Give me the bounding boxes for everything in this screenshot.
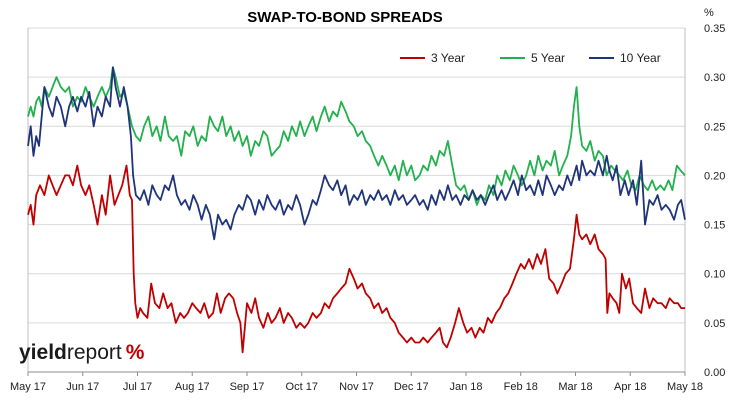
x-tick-label: Jan 18 — [449, 381, 482, 393]
x-tick-label: Mar 18 — [558, 381, 592, 393]
y-axis: 0.00 0.05 0.10 0.15 0.20 0.25 0.30 0.35 — [704, 23, 725, 379]
logo-text-report: report — [67, 341, 122, 364]
series-line-3-year — [27, 164, 685, 354]
y-tick-label: 0.25 — [704, 121, 725, 133]
svg-text:yieldreport%: yieldreport% — [19, 341, 145, 364]
y-tick-label: 0.35 — [704, 23, 725, 35]
x-tick-label: Oct 17 — [286, 381, 318, 393]
x-tick-label: Feb 18 — [504, 381, 538, 393]
y-tick-label: 0.30 — [704, 72, 725, 84]
legend-label: 5 Year — [531, 51, 565, 65]
y-tick-label: 0.20 — [704, 170, 725, 182]
x-tick-label: Dec 17 — [394, 381, 429, 393]
logo-text-yield: yield — [19, 341, 67, 364]
series-line-5-year — [27, 66, 686, 206]
y-tick-label: 0.00 — [704, 367, 725, 379]
legend: 3 Year 5 Year 10 Year — [400, 51, 661, 65]
x-tick-label: May 17 — [10, 381, 46, 393]
x-tick-label: Sep 17 — [230, 381, 265, 393]
x-tick-label: Nov 17 — [339, 381, 374, 393]
series-lines — [27, 66, 686, 354]
x-tick-label: Jun 17 — [66, 381, 99, 393]
legend-label: 3 Year — [431, 51, 465, 65]
legend-label: 10 Year — [620, 51, 661, 65]
y-tick-label: 0.10 — [704, 269, 725, 281]
y-tick-label: 0.05 — [704, 318, 725, 330]
yieldreport-logo: yieldreport% — [19, 341, 145, 364]
chart-title: SWAP-TO-BOND SPREADS — [247, 9, 443, 26]
x-tick-label: Jul 17 — [123, 381, 152, 393]
y-unit-label: % — [704, 7, 714, 19]
x-tick-label: May 18 — [667, 381, 703, 393]
y-tick-label: 0.15 — [704, 220, 725, 232]
x-tick-label: Apr 18 — [614, 381, 646, 393]
series-line-10-year — [27, 66, 686, 241]
x-tick-label: Aug 17 — [175, 381, 210, 393]
x-axis: May 17 Jun 17 Jul 17 Aug 17 Sep 17 Oct 17 Nov … — [10, 372, 703, 393]
logo-percent-symbol: % — [126, 341, 145, 364]
